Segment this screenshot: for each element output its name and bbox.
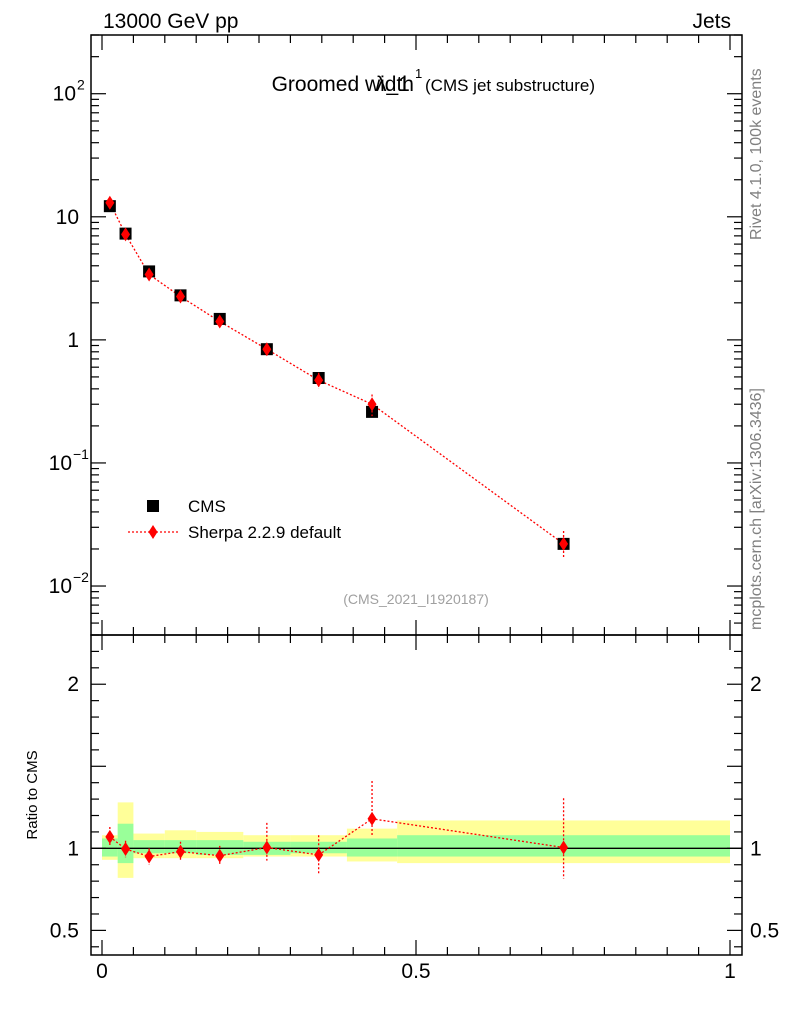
ratio-y-tick-label-left: 2 bbox=[67, 673, 79, 696]
sherpa-data-point bbox=[144, 267, 154, 282]
ratio-y-tick-label-left: 0.5 bbox=[50, 919, 79, 942]
stat-uncertainty-band bbox=[133, 840, 165, 854]
x-tick-label: 0.5 bbox=[401, 960, 430, 983]
ratio-panel: 0.5 0.5 1 1 2 2 0 0.5 1 Ratio to CMS bbox=[24, 634, 779, 983]
legend-sherpa-label: Sherpa 2.2.9 default bbox=[188, 523, 341, 542]
sherpa-data-point bbox=[314, 373, 324, 388]
y-tick-label: 10 bbox=[49, 452, 72, 475]
y-tick-label: 1 bbox=[67, 329, 79, 352]
main-frame bbox=[90, 34, 743, 636]
stat-uncertainty-band bbox=[102, 838, 118, 857]
ratio-data-point bbox=[176, 844, 185, 859]
legend: CMS Sherpa 2.2.9 default bbox=[128, 497, 341, 542]
analysis-id-label: (CMS_2021_I1920187) bbox=[343, 591, 489, 607]
ratio-frame bbox=[90, 634, 743, 956]
ratio-y-tick-label-right: 0.5 bbox=[750, 919, 779, 942]
sherpa-data-point bbox=[215, 314, 225, 329]
sherpa-data-point bbox=[367, 397, 377, 412]
stat-uncertainty-band bbox=[346, 838, 398, 857]
chart-title: Groomed width bbox=[272, 73, 414, 96]
ratio-data-point bbox=[559, 840, 569, 855]
ratio-data-point bbox=[121, 841, 131, 856]
y-tick-label-exponent: 2 bbox=[77, 77, 85, 93]
chart-title-symbol: λ_1 bbox=[376, 73, 410, 96]
chart-subtitle: (CMS jet substructure) bbox=[425, 76, 595, 95]
ratio-data-point bbox=[367, 811, 377, 826]
ratio-data-point bbox=[105, 829, 115, 844]
header-process-label: Jets bbox=[692, 10, 731, 33]
ratio-sherpa-line bbox=[109, 818, 564, 858]
ratio-plot-content bbox=[91, 781, 742, 879]
sherpa-data-point bbox=[559, 536, 569, 551]
ratio-data-point bbox=[314, 847, 324, 862]
ratio-y-axis-label: Ratio to CMS bbox=[24, 750, 41, 839]
ratio-axis-ticks: 0.5 0.5 1 1 2 2 0 0.5 1 bbox=[50, 635, 779, 983]
sherpa-data-point bbox=[121, 227, 131, 242]
legend-cms-label: CMS bbox=[188, 497, 226, 516]
ratio-y-tick-label-right: 2 bbox=[750, 673, 762, 696]
y-tick-label-exponent: −2 bbox=[73, 569, 89, 585]
main-plot-content bbox=[103, 195, 570, 558]
mcplots-label: mcplots.cern.ch [arXiv:1306.3436] bbox=[748, 388, 765, 630]
ratio-data-point bbox=[215, 848, 225, 863]
chart-title-superscript: 1 bbox=[415, 66, 422, 81]
sherpa-data-point bbox=[105, 195, 115, 210]
ratio-y-tick-label-left: 1 bbox=[67, 837, 79, 860]
x-tick-label: 0 bbox=[96, 960, 108, 983]
ratio-y-tick-label-right: 1 bbox=[750, 837, 762, 860]
sherpa-data-point bbox=[262, 342, 272, 357]
ratio-data-point bbox=[144, 849, 154, 864]
legend-sherpa-marker bbox=[148, 525, 158, 539]
legend-cms-marker bbox=[147, 500, 159, 512]
sherpa-data-point bbox=[176, 289, 185, 304]
y-tick-label-exponent: −1 bbox=[73, 446, 89, 462]
ratio-data-point bbox=[262, 840, 272, 855]
rivet-version-label: Rivet 4.1.0, 100k events bbox=[748, 68, 765, 240]
y-tick-label: 10 bbox=[49, 575, 72, 598]
sherpa-line bbox=[109, 202, 564, 545]
header-energy-label: 13000 GeV pp bbox=[103, 10, 238, 33]
y-tick-label: 10 bbox=[56, 206, 79, 229]
x-tick-label: 1 bbox=[724, 960, 736, 983]
y-tick-label: 10 bbox=[53, 83, 76, 106]
